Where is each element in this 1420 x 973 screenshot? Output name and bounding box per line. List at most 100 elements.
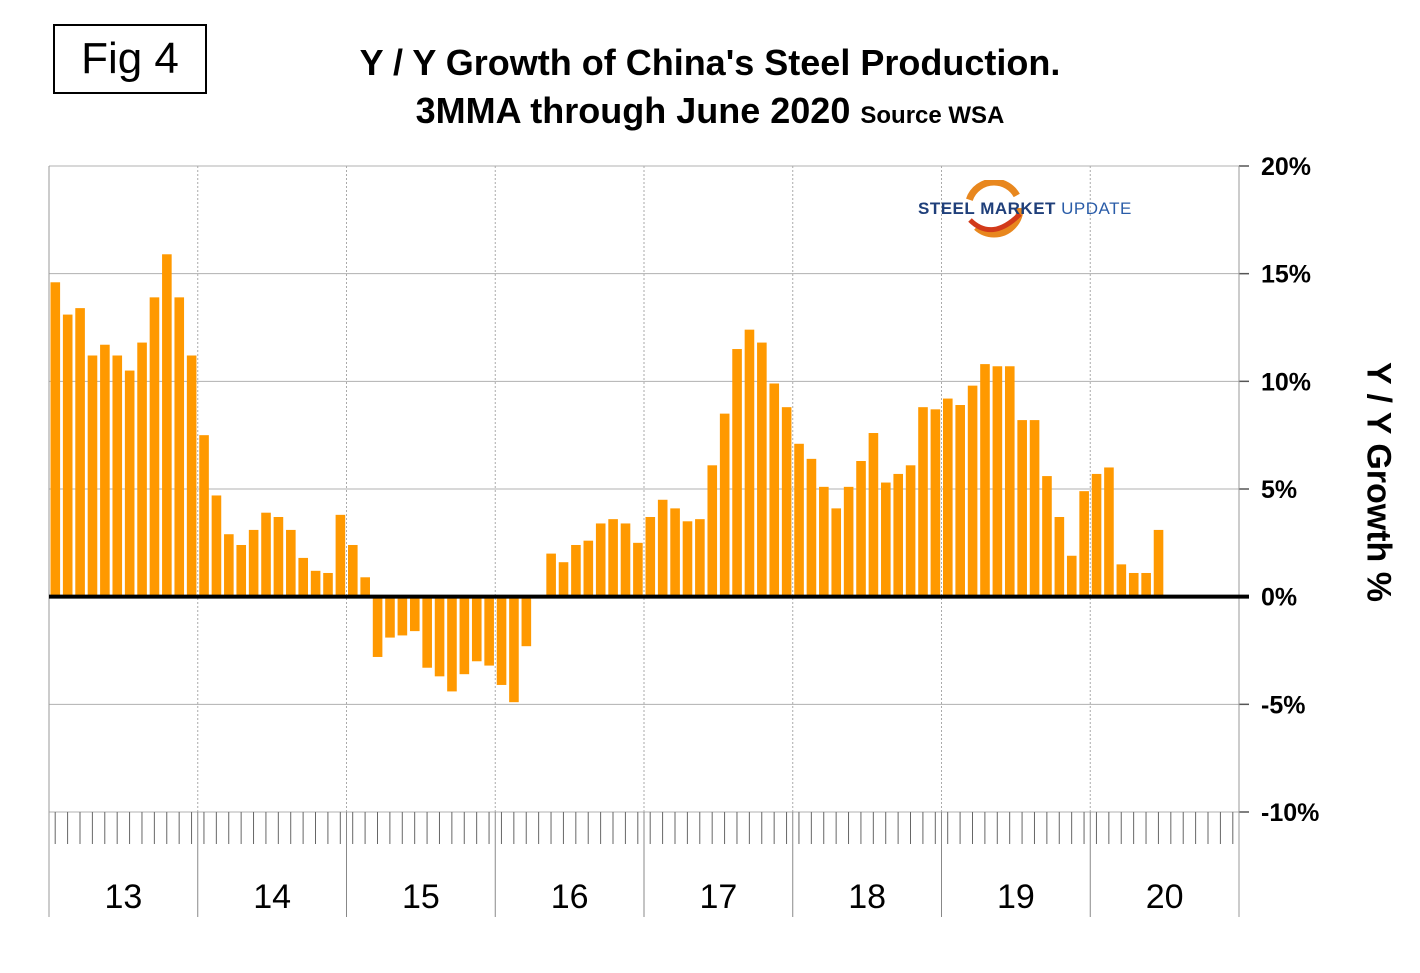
y-tick-label: 10% [1261,368,1311,396]
bar [224,534,234,597]
bar [509,596,519,703]
bar [434,596,445,677]
bar [186,355,197,597]
year-label: 16 [551,878,589,916]
bar [372,596,383,657]
bar [459,596,470,675]
bar [112,355,123,597]
bar [893,473,904,597]
bar [657,499,668,597]
bar [211,495,222,597]
chart-subtitle-line: 3MMA through June 2020 Source WSA [250,90,1170,132]
bar [62,314,73,597]
bar [1153,529,1164,597]
year-label: 18 [848,878,886,916]
bar [633,542,643,597]
bar [595,523,606,597]
bar [286,529,296,597]
bar [992,366,1003,597]
bar [967,385,978,597]
bar [137,342,147,597]
bar [409,596,420,632]
bar [1054,516,1065,597]
chart-subtitle: 3MMA through June 2020 [415,90,851,131]
bar [980,364,990,597]
y-tick-label: 15% [1261,261,1311,289]
bar [645,516,656,597]
bar [496,596,507,685]
bar [707,465,718,597]
bar [1079,491,1089,597]
bar [695,519,705,597]
bar [261,512,271,597]
bar [1042,476,1052,597]
logo-text-main: STEEL MARKET [918,199,1056,218]
bar [335,514,346,597]
bar [794,443,804,597]
bar [843,486,854,597]
bar [583,540,594,597]
bar [1116,564,1127,597]
bar [162,254,172,597]
logo-swoosh-icon [964,180,1024,238]
bar [943,398,953,597]
bar [769,383,780,597]
bar [1004,366,1015,597]
bar [608,519,618,597]
bar [447,596,457,692]
year-label: 14 [253,878,291,916]
chart-title: Y / Y Growth of China's Steel Production… [359,42,1061,83]
bar [1066,555,1077,597]
bar [806,458,817,597]
bar [819,486,829,597]
bar [781,407,792,597]
bar [149,297,160,597]
bar [521,596,532,647]
bar [236,544,247,597]
bar [323,572,333,597]
year-label: 20 [1146,878,1184,916]
bar [955,405,965,597]
bar [100,344,110,597]
bar [484,596,494,666]
bar [385,596,395,638]
bar [298,557,309,597]
bar [348,544,358,597]
y-tick-label: -10% [1261,799,1319,827]
bar [1128,572,1139,597]
year-label: 17 [699,878,737,916]
bar [930,409,941,597]
bar [744,329,755,597]
bar [1017,420,1027,597]
bar [905,465,916,597]
chart-source: Source WSA [860,102,1005,129]
bar [1141,572,1151,597]
y-tick-label: 20% [1261,153,1311,181]
figure-label: Fig 4 [53,24,207,94]
logo-text-sub: UPDATE [1061,199,1132,218]
bar [87,355,98,597]
bar [670,508,680,597]
y-axis-title: Y / Y Growth % [1359,362,1398,602]
year-label: 15 [402,878,440,916]
bar [918,407,928,597]
bar [422,596,432,668]
bar [682,521,693,597]
y-tick-label: 5% [1261,476,1297,504]
y-tick-label: 0% [1261,584,1297,612]
bar [868,433,879,597]
bar [881,482,891,597]
bar [757,342,767,597]
bar [831,508,842,597]
bar [50,282,61,597]
bar [360,577,370,597]
year-label: 13 [104,878,142,916]
y-tick-label: -5% [1261,691,1305,719]
bar [174,297,185,597]
bar [310,570,321,597]
bar [1091,473,1102,597]
year-label: 19 [997,878,1035,916]
bar [620,523,631,597]
steel-market-update-logo: STEEL MARKET UPDATE [918,180,1158,240]
